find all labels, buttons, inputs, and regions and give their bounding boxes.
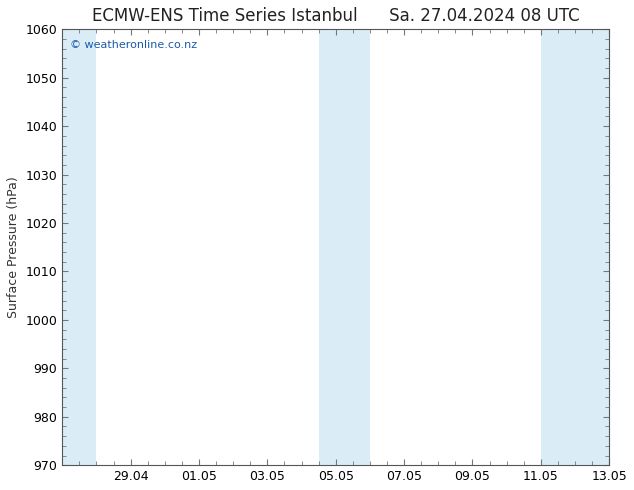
Text: © weatheronline.co.nz: © weatheronline.co.nz xyxy=(70,40,198,50)
Y-axis label: Surface Pressure (hPa): Surface Pressure (hPa) xyxy=(7,176,20,318)
Bar xyxy=(62,29,96,465)
Bar xyxy=(319,29,370,465)
Title: ECMW-ENS Time Series Istanbul      Sa. 27.04.2024 08 UTC: ECMW-ENS Time Series Istanbul Sa. 27.04.… xyxy=(92,7,579,25)
Bar xyxy=(541,29,609,465)
